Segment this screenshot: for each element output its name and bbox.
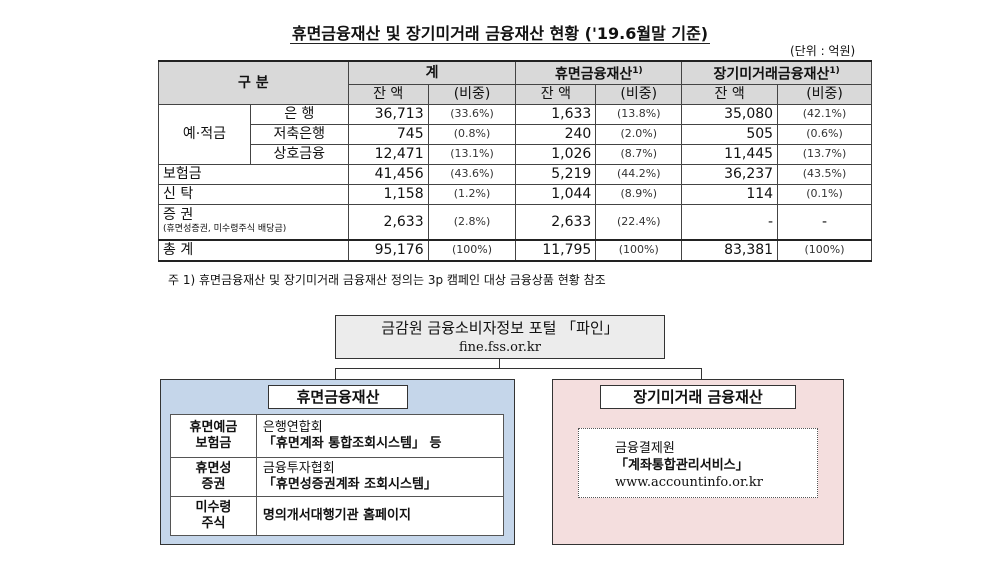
table-row: 저축은행 745 (0.8%) 240 (2.0%) 505 (0.6%): [159, 123, 872, 145]
dormant-row-value: 명의개서대행기관 홈페이지: [255, 496, 505, 536]
cell-dormant: 1,026: [515, 143, 597, 165]
table-row: 휴면성 증권 금융투자협회 「휴면성증권계좌 조회시스템」: [170, 457, 505, 497]
dormant-row-value: 은행연합회 「휴면계좌 통합조회시스템」 등: [255, 414, 505, 458]
table-row: 휴면예금 보험금 은행연합회 「휴면계좌 통합조회시스템」 등: [170, 414, 505, 458]
table-row: 증 권 (휴면성증권, 미수령주식 배당금) 2,633 (2.8%) 2,63…: [158, 203, 872, 241]
unit-label: (단위 : 억원): [790, 44, 856, 58]
cell-dormant: 240: [515, 123, 597, 145]
sub-amount: 잔 액: [681, 83, 779, 105]
cell-total: 12,471: [347, 143, 429, 165]
sub-ratio: (비중): [777, 83, 872, 105]
table-row: 신 탁 1,158 (1.2%) 1,044 (8.9%) 114 (0.1%): [158, 183, 872, 205]
longterm-info-text: 금융결제원 「계좌통합관리서비스」 www.accountinfo.or.kr: [615, 441, 763, 490]
cell-longterm: 505: [681, 123, 779, 145]
cell-longterm-pct: (100%): [777, 238, 872, 262]
cell-total-pct: (2.8%): [427, 203, 517, 241]
cell-dormant-pct: (44.2%): [595, 163, 683, 185]
cell-total-pct: (33.6%): [427, 103, 517, 125]
cell-dormant: 1,633: [515, 103, 597, 125]
sub-ratio: (비중): [427, 83, 517, 105]
portal-name: 금감원 금융소비자정보 포털 「파인」: [381, 319, 619, 337]
dormant-row-value: 금융투자협회 「휴면성증권계좌 조회시스템」: [255, 457, 505, 497]
cell-longterm-pct: (0.1%): [777, 183, 872, 205]
cell-longterm-pct: (0.6%): [777, 123, 872, 145]
table-row: 예·적금 은 행 36,713 (33.6%) 1,633 (13.8%) 35…: [158, 103, 872, 165]
sub-amount: 잔 액: [347, 83, 429, 105]
cell-dormant-pct: (13.8%): [595, 103, 683, 125]
cell-dormant: 5,219: [515, 163, 597, 185]
connector-line: [335, 368, 702, 380]
table-row: 미수령 주식 명의개서대행기관 홈페이지: [170, 496, 505, 536]
cell-longterm: 11,445: [681, 143, 779, 165]
cell-longterm: 114: [681, 183, 779, 205]
sub-ratio: (비중): [595, 83, 683, 105]
cell-longterm: 36,237: [681, 163, 779, 185]
dormant-panel-title: 휴면금융재산: [268, 385, 408, 409]
cell-total: 1,158: [347, 183, 429, 205]
longterm-info-box: [578, 428, 818, 498]
cell-dormant-pct: (2.0%): [595, 123, 683, 145]
cell-total: 41,456: [347, 163, 429, 185]
footnote: 주 1) 휴면금융재산 및 장기미거래 금융재산 정의는 3p 캠페인 대상 금…: [168, 273, 606, 287]
longterm-panel-title: 장기미거래 금융재산: [600, 385, 796, 409]
fine-portal-box: 금감원 금융소비자정보 포털 「파인」 fine.fss.or.kr: [335, 315, 665, 359]
table-row: 상호금융 12,471 (13.1%) 1,026 (8.7%) 11,445 …: [159, 143, 872, 165]
total-row: 총 계 95,176 (100%) 11,795 (100%) 83,381 (…: [158, 238, 872, 262]
cell-dormant-pct: (8.7%): [595, 143, 683, 165]
cell-dormant: 1,044: [515, 183, 597, 205]
cell-longterm: 35,080: [681, 103, 779, 125]
row-sub-label: 상호금융: [249, 143, 349, 165]
accountinfo-url[interactable]: www.accountinfo.or.kr: [615, 475, 763, 490]
cell-longterm-pct: -: [777, 203, 872, 241]
cell-total: 2,633: [347, 203, 429, 241]
page-title: 휴면금융재산 및 장기미거래 금융재산 현황 ('19.6월말 기준): [289, 24, 711, 44]
row-group-label: 보험금: [158, 163, 349, 185]
cell-longterm-pct: (13.7%): [777, 143, 872, 165]
dormant-row-label: 미수령 주식: [170, 496, 257, 536]
cell-total: 36,713: [347, 103, 429, 125]
cell-dormant: 2,633: [515, 203, 597, 241]
dormant-row-label: 휴면예금 보험금: [170, 414, 257, 458]
header-category: 구 분: [158, 59, 349, 105]
cell-dormant-pct: (22.4%): [595, 203, 683, 241]
header-dormant: 휴면금융재산1): [515, 59, 683, 85]
cell-dormant-pct: (8.9%): [595, 183, 683, 205]
cell-longterm-pct: (43.5%): [777, 163, 872, 185]
portal-url[interactable]: fine.fss.or.kr: [459, 340, 541, 355]
connector-line: [499, 359, 500, 368]
table-subheader-row: 잔 액 (비중) 잔 액 (비중) 잔 액 (비중): [159, 83, 872, 105]
cell-dormant: 11,795: [515, 238, 597, 262]
dormant-lookup-table: 휴면예금 보험금 은행연합회 「휴면계좌 통합조회시스템」 등 휴면성 증권 금융투…: [170, 414, 505, 536]
dormant-row-label: 휴면성 증권: [170, 457, 257, 497]
row-group-label: 신 탁: [158, 183, 349, 205]
cell-total-pct: (13.1%): [427, 143, 517, 165]
cell-longterm: 83,381: [681, 238, 779, 262]
cell-longterm: -: [681, 203, 779, 241]
cell-dormant-pct: (100%): [595, 238, 683, 262]
cell-longterm-pct: (42.1%): [777, 103, 872, 125]
cell-total-pct: (0.8%): [427, 123, 517, 145]
row-group-label: 증 권 (휴면성증권, 미수령주식 배당금): [158, 203, 349, 241]
cell-total: 745: [347, 123, 429, 145]
header-total: 계: [347, 59, 517, 85]
header-longterm: 장기미거래금융재산1): [681, 59, 872, 85]
cell-total-pct: (100%): [427, 238, 517, 262]
table-row: 보험금 41,456 (43.6%) 5,219 (44.2%) 36,237 …: [158, 163, 872, 185]
table-header-row: 구 분 계 휴면금융재산1) 장기미거래금융재산1): [158, 59, 872, 105]
row-group-label: 예·적금: [158, 103, 251, 165]
row-sub-label: 저축은행: [249, 123, 349, 145]
cell-total: 95,176: [347, 238, 429, 262]
cell-total-pct: (43.6%): [427, 163, 517, 185]
sub-amount: 잔 액: [515, 83, 597, 105]
asset-status-table: 구 분 계 휴면금융재산1) 장기미거래금융재산1) 잔 액 (비중) 잔 액 …: [158, 59, 872, 262]
row-sub-label: 은 행: [249, 103, 349, 125]
cell-total-pct: (1.2%): [427, 183, 517, 205]
total-label: 총 계: [158, 238, 349, 262]
